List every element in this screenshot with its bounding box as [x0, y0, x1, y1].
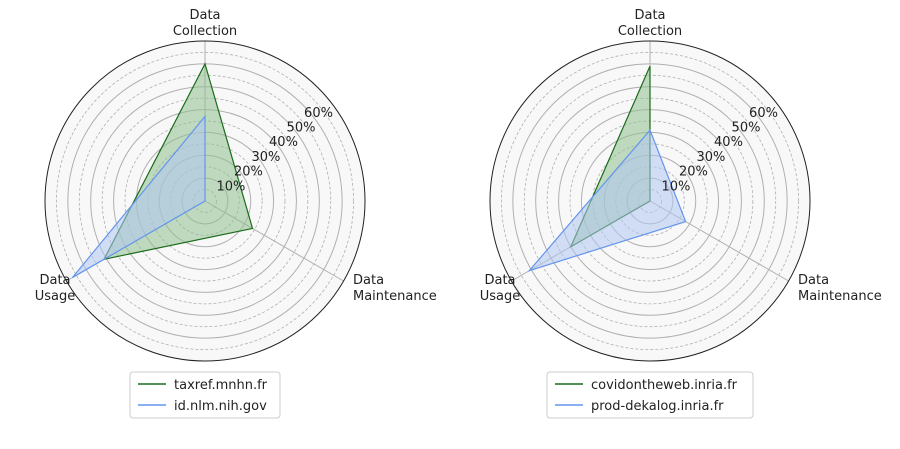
- legend-box: [129, 371, 281, 419]
- axis-label-line: Data: [39, 273, 70, 288]
- r-tick-label: 60%: [749, 106, 778, 121]
- grid-circle-dashed: [147, 143, 263, 259]
- legend-label: taxref.mnhn.fr: [174, 378, 268, 393]
- legend: covidontheweb.inria.fr prod-dekalog.inria…: [546, 371, 754, 419]
- axis-label-line: Data: [634, 8, 665, 23]
- legend: taxref.mnhn.fr id.nlm.nih.gov: [129, 371, 281, 419]
- r-tick-label: 40%: [714, 135, 743, 150]
- r-tick-label: 40%: [269, 135, 298, 150]
- axis-label-line: Data: [798, 273, 829, 288]
- r-tick-label: 30%: [697, 150, 726, 165]
- axis-label-line: Data: [353, 273, 384, 288]
- axis-label-line: Data: [189, 8, 220, 23]
- axis-label-line: Usage: [35, 289, 76, 304]
- axis-label: Data Maintenance: [353, 273, 437, 304]
- axis-label: Data Usage: [35, 273, 76, 304]
- r-tick-label: 50%: [287, 121, 316, 136]
- axis-label-line: Usage: [480, 289, 521, 304]
- r-tick-label: 20%: [679, 165, 708, 180]
- r-tick-label: 30%: [252, 150, 281, 165]
- r-tick-label: 60%: [304, 106, 333, 121]
- grid-circle-dashed: [101, 97, 309, 305]
- r-tick-label: 20%: [234, 165, 263, 180]
- legend-label: covidontheweb.inria.fr: [591, 378, 738, 393]
- r-tick-label: 10%: [217, 179, 246, 194]
- grid-circle-dashed: [501, 52, 799, 350]
- r-tick-label: 50%: [732, 121, 761, 136]
- axis-label: Data Collection: [618, 8, 682, 39]
- axis-label: Data Usage: [480, 273, 521, 304]
- legend-box: [546, 371, 754, 419]
- axis-label-line: Maintenance: [798, 289, 882, 304]
- series-polygon-2: [527, 128, 687, 272]
- axis-label-line: Collection: [173, 24, 237, 39]
- axis-label-line: Collection: [618, 24, 682, 39]
- axis-label-line: Maintenance: [353, 289, 437, 304]
- outer-frame: [489, 40, 811, 362]
- axis-label: Data Maintenance: [798, 273, 882, 304]
- r-tick-label: 10%: [662, 179, 691, 194]
- outer-frame: [44, 40, 366, 362]
- series-polygon-2: [71, 114, 206, 279]
- grid-circle-dashed: [546, 97, 754, 305]
- grid-circle-dashed: [56, 52, 354, 350]
- legend-label: id.nlm.nih.gov: [174, 399, 267, 414]
- grid-circle-dashed: [592, 143, 708, 259]
- axis-label: Data Collection: [173, 8, 237, 39]
- axis-label-line: Data: [484, 273, 515, 288]
- legend-label: prod-dekalog.inria.fr: [591, 399, 724, 414]
